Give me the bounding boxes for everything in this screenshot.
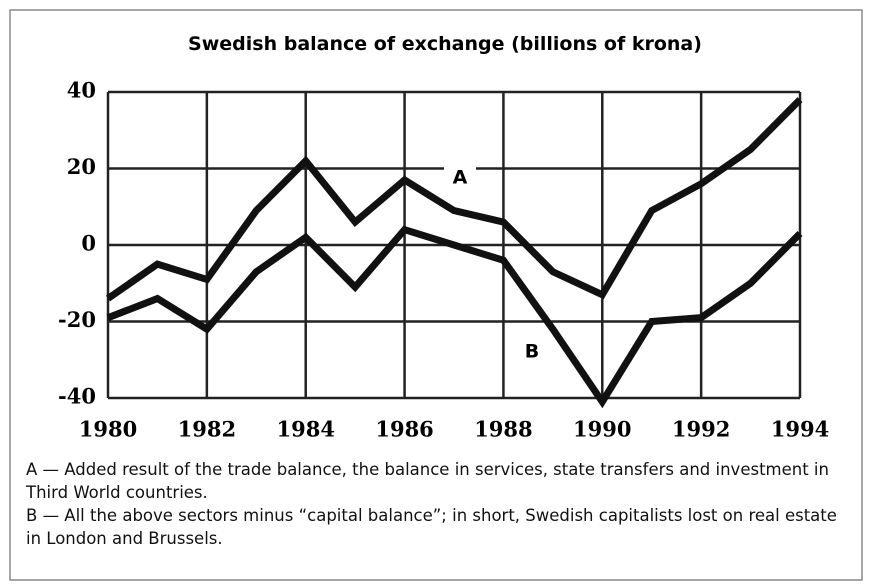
series-label: A bbox=[453, 167, 468, 189]
x-tick-label: 1988 bbox=[474, 417, 532, 442]
label-bg bbox=[444, 165, 476, 191]
frame bbox=[9, 9, 863, 581]
note: B — All the above sectors minus “capital… bbox=[26, 506, 837, 548]
x-tick-label: 1984 bbox=[276, 417, 334, 442]
y-tick-label: 0 bbox=[81, 231, 96, 256]
y-tick-label: -20 bbox=[58, 307, 96, 332]
y-tick-label: 40 bbox=[67, 78, 96, 103]
x-tick-label: 1992 bbox=[672, 417, 730, 442]
y-tick-label: -40 bbox=[58, 384, 96, 409]
y-tick-label: 20 bbox=[67, 154, 96, 179]
series-line bbox=[105, 97, 803, 302]
series-label: B bbox=[525, 341, 539, 363]
series-line bbox=[106, 225, 803, 409]
label-bg bbox=[516, 339, 548, 365]
x-tick-label: 1980 bbox=[79, 417, 137, 442]
chart-title: Swedish balance of exchange (billions of… bbox=[188, 33, 702, 55]
note: A — Added result of the trade balance, t… bbox=[26, 460, 829, 502]
x-tick-label: 1986 bbox=[375, 417, 433, 442]
x-tick-label: 1982 bbox=[178, 417, 236, 442]
notes: A — Added result of the trade balance, t… bbox=[26, 458, 846, 550]
x-tick-label: 1994 bbox=[771, 417, 829, 442]
x-tick-label: 1990 bbox=[573, 417, 631, 442]
